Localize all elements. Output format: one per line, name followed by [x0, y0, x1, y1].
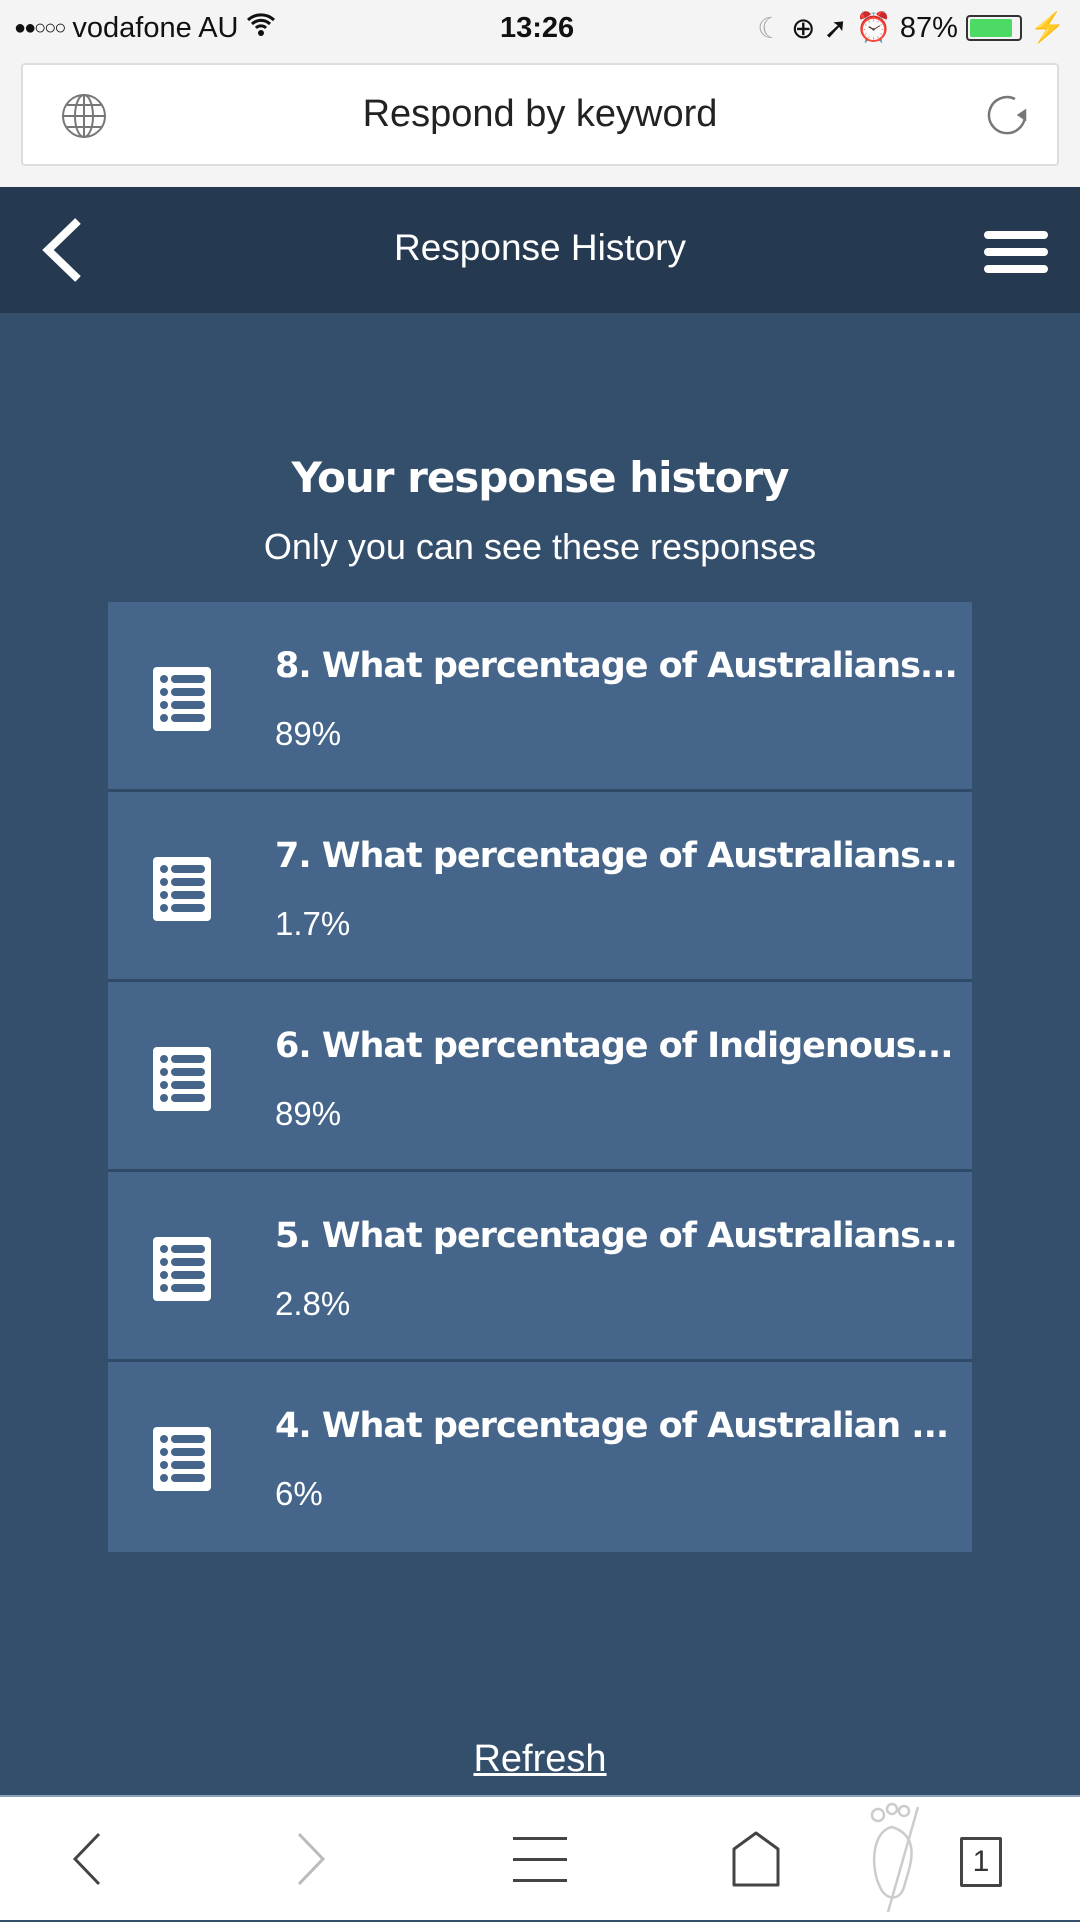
- answer-text: 89%: [275, 715, 342, 752]
- list-icon: [153, 667, 211, 736]
- answer-text: 1.7%: [275, 905, 351, 942]
- reload-icon[interactable]: [985, 91, 1033, 144]
- header-title: Response History: [393, 227, 686, 268]
- list-icon: [153, 1427, 211, 1496]
- answer-text: 89%: [275, 1095, 342, 1132]
- status-icons: ☾ ⊕ ➚ ⏰ 87% ⚡: [757, 8, 1066, 48]
- list-icon: [153, 1047, 211, 1116]
- refresh-link[interactable]: Refresh: [473, 1738, 607, 1780]
- browser-toolbar: 1: [0, 1795, 1080, 1920]
- list-icon: [153, 857, 211, 926]
- page-title: Respond by keyword: [362, 93, 718, 135]
- moon-icon: ☾: [757, 12, 784, 45]
- app-header: Response History: [0, 187, 1080, 313]
- carrier: vodafone AU: [72, 11, 239, 44]
- section-subheading: Only you can see these responses: [263, 526, 817, 567]
- battery-percent: 87%: [899, 11, 958, 44]
- question-text: 8. What percentage of Australians...: [275, 646, 958, 686]
- footprint-icon: [868, 1797, 948, 1922]
- menu-button[interactable]: [984, 231, 1048, 278]
- wifi-icon: [246, 11, 276, 45]
- battery-icon: [965, 15, 1022, 41]
- home-icon[interactable]: [732, 1831, 780, 1892]
- response-item[interactable]: 6. What percentage of Indigenous... 89%: [108, 982, 972, 1172]
- address-bar[interactable]: Respond by keyword: [21, 63, 1059, 166]
- location-icon: ➚: [823, 12, 848, 45]
- question-text: 6. What percentage of Indigenous...: [275, 1026, 954, 1066]
- signal-icon: ●●○○○: [14, 16, 66, 39]
- refresh-container: Refresh: [0, 1738, 1080, 1781]
- list-icon: [153, 1237, 211, 1306]
- browser-chrome: ●●○○○ vodafone AU 13:26 ☾ ⊕ ➚ ⏰ 87% ⚡ Re…: [0, 0, 1080, 187]
- browser-menu-icon[interactable]: [513, 1837, 567, 1888]
- answer-text: 6%: [275, 1475, 323, 1512]
- carrier-info: ●●○○○ vodafone AU: [14, 8, 276, 48]
- question-text: 7. What percentage of Australians...: [275, 836, 958, 876]
- back-button[interactable]: [40, 217, 84, 288]
- browser-back-icon[interactable]: [72, 1832, 102, 1891]
- question-text: 5. What percentage of Australians...: [275, 1216, 958, 1256]
- charging-icon: ⚡: [1029, 12, 1066, 44]
- browser-forward-icon[interactable]: [296, 1832, 326, 1891]
- response-list: 8. What percentage of Australians... 89%…: [108, 602, 972, 1552]
- question-text: 4. What percentage of Australian ...: [275, 1406, 949, 1446]
- tabs-button[interactable]: 1: [960, 1837, 1002, 1887]
- alarm-icon: ⏰: [855, 12, 892, 44]
- rotation-lock-icon: ⊕: [791, 12, 816, 45]
- globe-icon: [61, 93, 107, 144]
- response-item[interactable]: 5. What percentage of Australians... 2.8…: [108, 1172, 972, 1362]
- response-item[interactable]: 8. What percentage of Australians... 89%: [108, 602, 972, 792]
- answer-text: 2.8%: [275, 1285, 351, 1322]
- clock: 13:26: [500, 11, 575, 44]
- response-item[interactable]: 4. What percentage of Australian ... 6%: [108, 1362, 972, 1552]
- response-item[interactable]: 7. What percentage of Australians... 1.7…: [108, 792, 972, 982]
- section-heading: Your response history: [291, 453, 789, 502]
